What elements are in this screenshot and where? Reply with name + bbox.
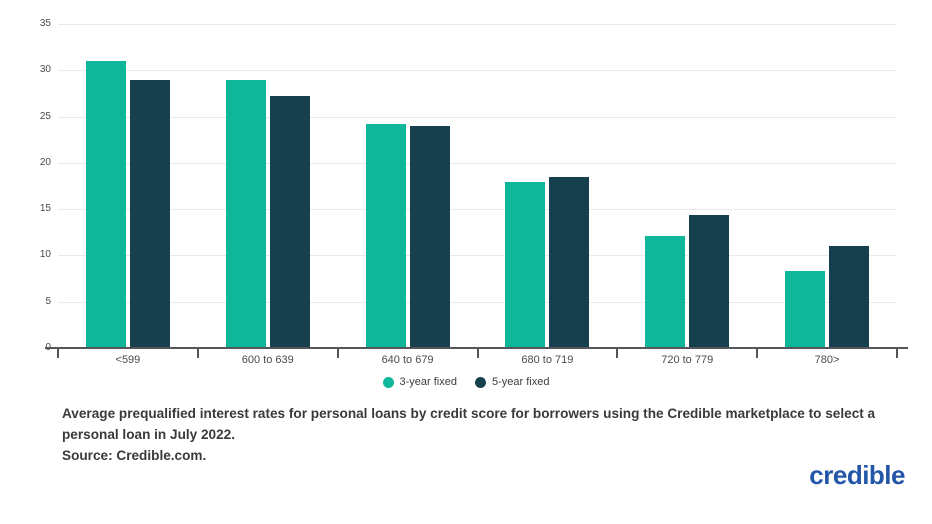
bar-3-year-fixed-4 [645, 236, 686, 348]
y-tick-label-25: 25 [39, 110, 51, 122]
caption-text: Average prequalified interest rates for … [62, 406, 876, 442]
legend-item-5-year-fixed: 5-year fixed [475, 376, 549, 388]
bar-5-year-fixed-1 [269, 96, 310, 348]
caption-source: Source: Credible.com. [62, 448, 207, 463]
x-tick-label-4: 720 to 779 [661, 354, 714, 366]
x-tick-label-3: 680 to 719 [521, 354, 574, 366]
bar-5-year-fixed-0 [129, 80, 170, 348]
gridline-30 [58, 70, 897, 72]
bar-chart-plot-area: 35302520151050 [40, 18, 897, 353]
gridline-25 [58, 116, 897, 118]
x-tick-label-2: 640 to 679 [381, 354, 434, 366]
bar-group-1 [198, 24, 338, 348]
x-axis-tick-3 [476, 349, 479, 358]
bar-5-year-fixed-4 [689, 214, 730, 348]
x-axis-tick-6 [896, 349, 898, 358]
credible-logo: credible [809, 460, 905, 490]
bar-5-year-fixed-5 [829, 246, 870, 348]
gridline-20 [58, 162, 897, 164]
y-tick-label-10: 10 [39, 249, 51, 261]
x-axis-tick-0 [57, 349, 59, 358]
x-tick-label-5: 780> [814, 354, 840, 366]
bar-group-0 [58, 24, 198, 348]
y-tick-label-15: 15 [39, 203, 51, 215]
x-axis-tick-5 [756, 349, 759, 358]
bar-5-year-fixed-2 [409, 125, 450, 348]
y-tick-label-5: 5 [45, 295, 51, 307]
bar-3-year-fixed-2 [365, 123, 406, 348]
chart-caption: Average prequalified interest rates for … [62, 403, 894, 466]
x-tick-label-1: 600 to 639 [241, 354, 294, 366]
bar-3-year-fixed-5 [785, 271, 826, 348]
legend-label: 5-year fixed [492, 376, 550, 388]
bar-3-year-fixed-1 [225, 80, 266, 348]
gridline-35 [58, 24, 897, 25]
x-axis-tick-2 [336, 349, 339, 358]
gridline-10 [58, 255, 897, 257]
gridline-5 [58, 301, 897, 303]
bar-groups [58, 24, 897, 348]
y-tick-label-30: 30 [39, 64, 51, 76]
bar-group-2 [338, 24, 478, 348]
y-tick-label-20: 20 [39, 156, 51, 168]
legend-item-3-year-fixed: 3-year fixed [382, 376, 457, 388]
x-axis-tick-4 [616, 349, 619, 358]
x-axis-labels: <599 600 to 639 640 to 679 680 to 719 720 to… [58, 352, 897, 366]
x-axis-tick-1 [196, 349, 199, 358]
x-tick-label-0: <599 [115, 354, 141, 366]
x-axis-line [45, 347, 908, 349]
bar-5-year-fixed-3 [549, 176, 590, 348]
bar-3-year-fixed-3 [505, 182, 546, 348]
bar-group-3 [477, 24, 617, 348]
bar-group-5 [757, 24, 897, 348]
bar-3-year-fixed-0 [85, 61, 126, 348]
bar-group-4 [617, 24, 757, 348]
legend-dot-icon [382, 376, 394, 388]
y-tick-label-35: 35 [39, 18, 51, 29]
legend-label: 3-year fixed [399, 376, 457, 388]
legend-dot-icon [475, 376, 486, 388]
gridline-15 [58, 209, 897, 211]
chart-legend: 3-year fixed 5-year fixed [0, 376, 932, 388]
